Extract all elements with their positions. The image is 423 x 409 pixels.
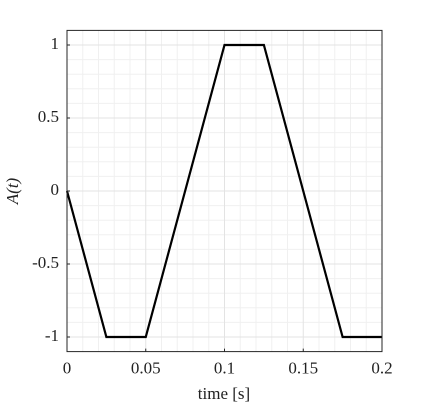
- y-tick-label: 0: [51, 180, 60, 199]
- y-tick-label: 1: [51, 34, 60, 53]
- y-tick-label: -0.5: [32, 253, 59, 272]
- x-axis-label: time [s]: [198, 384, 250, 403]
- x-tick-label: 0.05: [131, 359, 161, 378]
- data-line: [65, 43, 382, 339]
- y-tick-label: 0.5: [38, 107, 59, 126]
- data-layer: [65, 43, 382, 339]
- grid-layer: [66, 30, 383, 352]
- y-tick-label: -1: [45, 326, 59, 345]
- x-tick-label: 0.2: [371, 359, 392, 378]
- x-tick-label: 0: [63, 359, 72, 378]
- x-tick-label: 0.15: [288, 359, 318, 378]
- y-axis-label: A(t): [3, 177, 22, 205]
- x-tick-label: 0.1: [214, 359, 235, 378]
